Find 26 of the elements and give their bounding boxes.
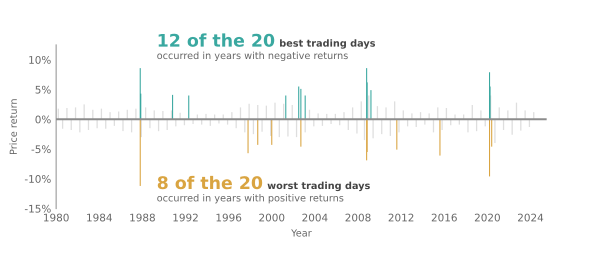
annotation: occurred in years with positive returns	[157, 194, 344, 204]
x-tick-label: 1980	[44, 214, 69, 222]
x-tick-label: 2004	[302, 214, 328, 222]
y-tick-label: 0%	[35, 116, 51, 124]
x-tick-label: 2024	[518, 214, 544, 222]
annotation: best trading days	[280, 39, 376, 49]
x-tick-label: 1988	[130, 214, 155, 222]
y-tick-label: -10%	[24, 175, 51, 183]
annotation: worst trading days	[267, 182, 370, 192]
x-tick-label: 2000	[259, 214, 284, 222]
annotation: 8 of the 20	[158, 176, 262, 190]
y-axis-title: Price return	[9, 99, 17, 154]
x-tick-label: 1984	[87, 214, 112, 222]
x-tick-label: 1996	[216, 214, 242, 222]
x-axis-title: Year	[291, 229, 312, 237]
x-tick-label: 2012	[388, 214, 414, 222]
y-tick-label: -15%	[24, 204, 51, 213]
x-tick-label: 1992	[173, 214, 198, 222]
annotation: occurred in years with negative returns	[157, 52, 348, 62]
x-tick-label: 2016	[432, 214, 457, 222]
x-tick-label: 2020	[474, 214, 500, 222]
y-tick-label: -5%	[32, 145, 51, 154]
y-tick-label: 10%	[29, 56, 51, 64]
y-tick-label: 5%	[36, 86, 51, 94]
x-tick-label: 2008	[346, 214, 371, 222]
annotation: 12 of the 20	[158, 33, 274, 47]
